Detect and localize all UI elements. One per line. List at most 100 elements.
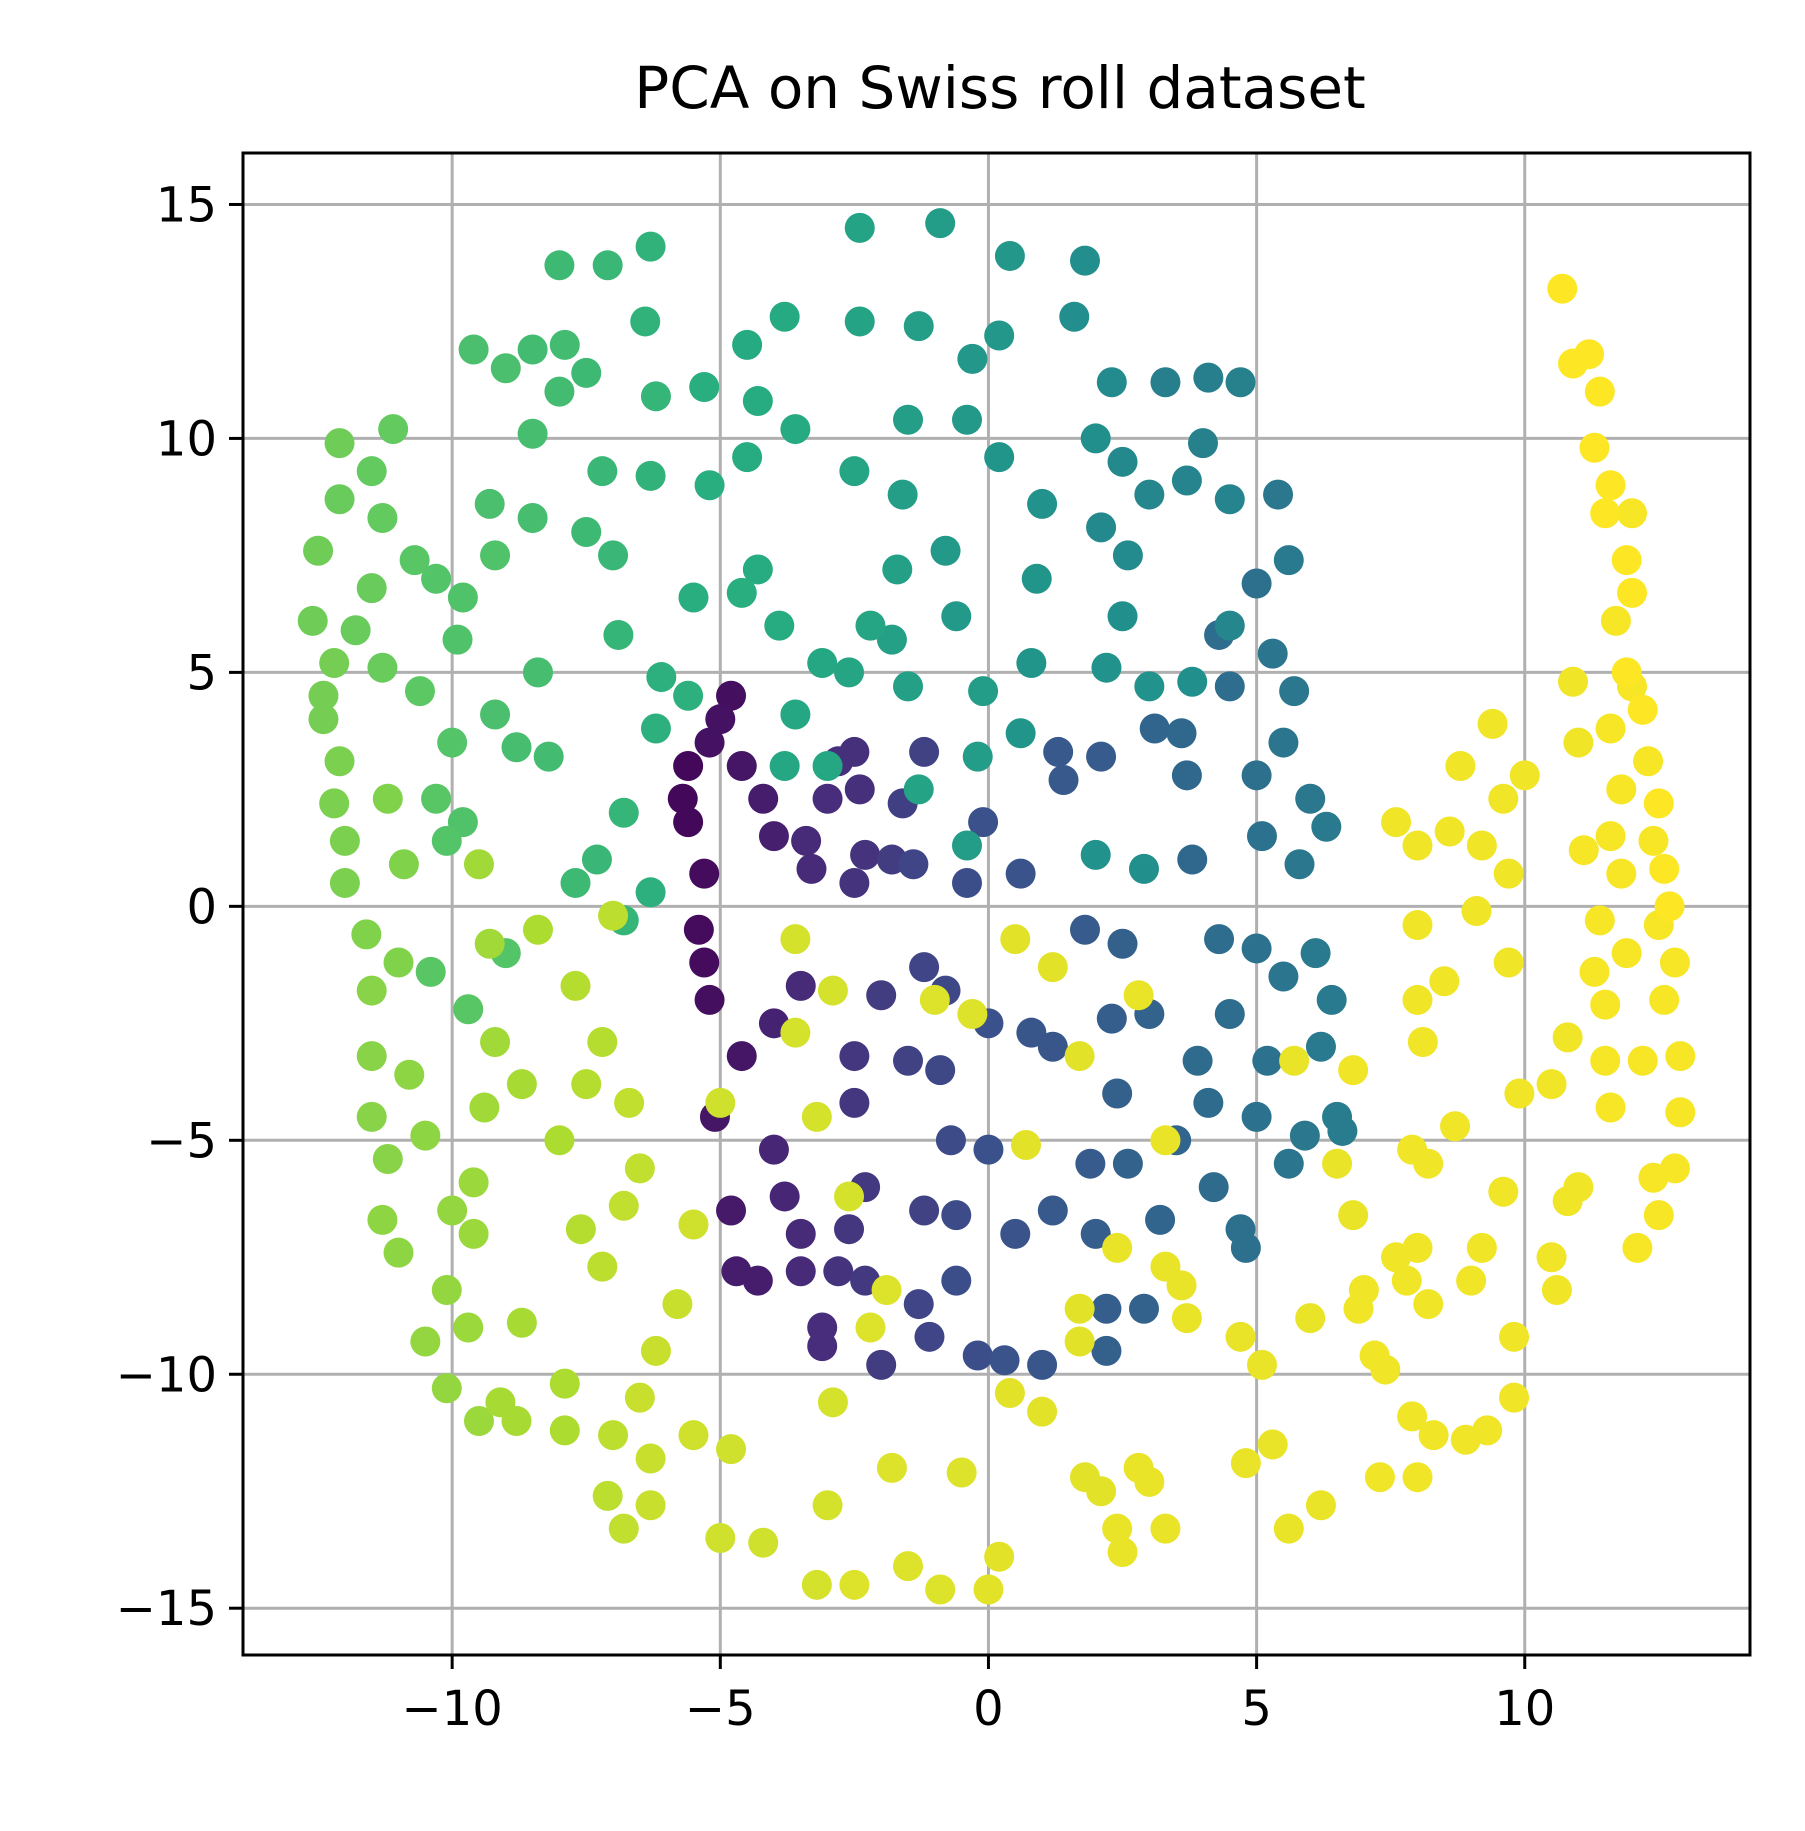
data-point — [1638, 825, 1669, 856]
data-point — [522, 657, 553, 688]
data-point — [324, 484, 355, 515]
data-point — [1402, 1232, 1433, 1263]
x-tick-label: 10 — [1494, 1681, 1555, 1737]
data-point — [1284, 849, 1315, 880]
data-point — [1445, 750, 1476, 781]
data-point — [1150, 1125, 1181, 1156]
data-point — [1241, 760, 1272, 791]
data-point — [1225, 367, 1256, 398]
data-point — [855, 610, 886, 641]
y-tick-label: −10 — [116, 1347, 217, 1403]
data-point — [689, 858, 720, 889]
data-point — [1499, 1382, 1530, 1413]
data-point — [1595, 713, 1626, 744]
data-point — [801, 1101, 832, 1132]
data-point — [748, 783, 779, 814]
data-point — [1204, 924, 1235, 955]
data-point — [839, 1041, 870, 1072]
data-point — [785, 970, 816, 1001]
data-point — [421, 563, 452, 594]
data-point — [1241, 933, 1272, 964]
data-point — [1273, 1513, 1304, 1544]
data-point — [1027, 1349, 1058, 1380]
data-point — [1021, 563, 1052, 594]
data-point — [807, 648, 838, 679]
data-point — [351, 919, 382, 950]
data-point — [1016, 1017, 1047, 1048]
data-point — [356, 1041, 387, 1072]
data-point — [598, 540, 629, 571]
data-point — [834, 657, 865, 688]
data-point — [1493, 858, 1524, 889]
data-point — [1407, 1027, 1438, 1058]
data-point — [1659, 947, 1690, 978]
data-point — [1488, 1176, 1519, 1207]
data-point — [780, 1017, 811, 1048]
data-point — [517, 334, 548, 365]
data-point — [1246, 821, 1277, 852]
data-point — [1472, 1415, 1503, 1446]
data-point — [893, 404, 924, 435]
data-point — [1402, 910, 1433, 941]
data-point — [1027, 1396, 1058, 1427]
data-point — [421, 783, 452, 814]
data-point — [415, 956, 446, 987]
data-point — [522, 914, 553, 945]
data-point — [1595, 470, 1626, 501]
data-point — [834, 1181, 865, 1212]
data-point — [716, 1195, 747, 1226]
data-point — [1091, 652, 1122, 683]
data-point — [1466, 1232, 1497, 1263]
data-point — [1139, 713, 1170, 744]
data-point — [517, 418, 548, 449]
data-point — [372, 1144, 403, 1175]
data-point — [898, 849, 929, 880]
data-point — [1102, 1513, 1133, 1544]
data-point — [571, 357, 602, 388]
data-point — [726, 577, 757, 608]
data-point — [1086, 512, 1117, 543]
data-point — [893, 1045, 924, 1076]
data-point — [1584, 905, 1615, 936]
y-tick-label: 0 — [186, 879, 217, 935]
data-point — [501, 732, 532, 763]
data-point — [560, 970, 591, 1001]
data-point — [1043, 736, 1074, 767]
data-point — [1010, 1129, 1041, 1160]
data-point — [1080, 1218, 1111, 1249]
data-point — [1016, 648, 1047, 679]
data-point — [1300, 938, 1331, 969]
data-point — [673, 750, 704, 781]
data-point — [1102, 1232, 1133, 1263]
data-point — [1547, 273, 1578, 304]
data-point — [1665, 1097, 1696, 1128]
data-point — [1627, 1045, 1658, 1076]
data-point — [1112, 540, 1143, 571]
data-point — [1171, 465, 1202, 496]
data-point — [769, 750, 800, 781]
data-point — [876, 624, 907, 655]
data-point — [769, 301, 800, 332]
data-point — [1541, 1275, 1572, 1306]
data-point — [962, 741, 993, 772]
data-point — [1193, 362, 1224, 393]
data-point — [1064, 1293, 1095, 1324]
data-point — [909, 1195, 940, 1226]
data-point — [474, 928, 505, 959]
x-axis: −10 −5 0 5 10 — [402, 1655, 1555, 1737]
data-point — [378, 414, 409, 445]
data-point — [941, 1200, 972, 1231]
data-point — [592, 250, 623, 281]
data-point — [850, 839, 881, 870]
data-point — [383, 947, 414, 978]
data-point — [973, 1134, 1004, 1165]
data-point — [319, 788, 350, 819]
data-point — [571, 1069, 602, 1100]
data-point — [1327, 1115, 1358, 1146]
data-point — [1150, 367, 1181, 398]
data-point — [673, 807, 704, 838]
data-point — [1579, 956, 1610, 987]
data-point — [533, 741, 564, 772]
data-point — [742, 1265, 773, 1296]
data-point — [1509, 760, 1540, 791]
